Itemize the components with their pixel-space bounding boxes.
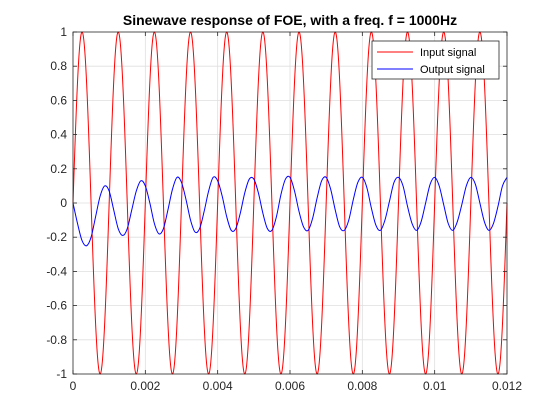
- y-tick-labels: -1 -0.8 -0.6 -0.4 -0.2 0 0.2 0.4 0.6 0.8 1: [46, 25, 67, 381]
- legend-label-output-signal: Output signal: [420, 64, 485, 76]
- chart-title: Sinewave response of FOE, with a freq. f…: [123, 12, 457, 28]
- x-tick-label: 0: [70, 379, 77, 393]
- x-tick-labels: 0 0.002 0.004 0.006 0.008 0.01 0.012: [70, 379, 523, 393]
- x-tick-label: 0.012: [492, 379, 522, 393]
- legend-box: [371, 40, 500, 80]
- x-tick-label: 0.008: [347, 379, 377, 393]
- y-tick-label: -1: [56, 367, 67, 381]
- y-tick-label: 0.8: [50, 59, 67, 73]
- series-layer: [72, 31, 508, 375]
- axis-ticks: [72, 31, 508, 375]
- legend-label-input-signal: Input signal: [420, 47, 476, 59]
- series-line-output-signal: [72, 175, 508, 247]
- x-tick-label: 0.002: [130, 379, 160, 393]
- legend: Input signal Output signal: [371, 40, 500, 80]
- y-tick-label: 0.6: [50, 93, 67, 107]
- y-tick-label: -0.6: [46, 299, 67, 313]
- x-tick-label: 0.01: [423, 379, 447, 393]
- series-line-input-signal: [72, 31, 508, 375]
- y-tick-label: -0.2: [46, 230, 67, 244]
- x-tick-label: 0.006: [275, 379, 305, 393]
- y-tick-label: 0.4: [50, 128, 67, 142]
- y-tick-label: -0.4: [46, 264, 67, 278]
- y-tick-label: 1: [60, 25, 67, 39]
- y-tick-label: 0: [60, 196, 67, 210]
- y-tick-label: -0.8: [46, 333, 67, 347]
- grid: [73, 32, 507, 374]
- y-tick-label: 0.2: [50, 162, 67, 176]
- x-tick-label: 0.004: [203, 379, 233, 393]
